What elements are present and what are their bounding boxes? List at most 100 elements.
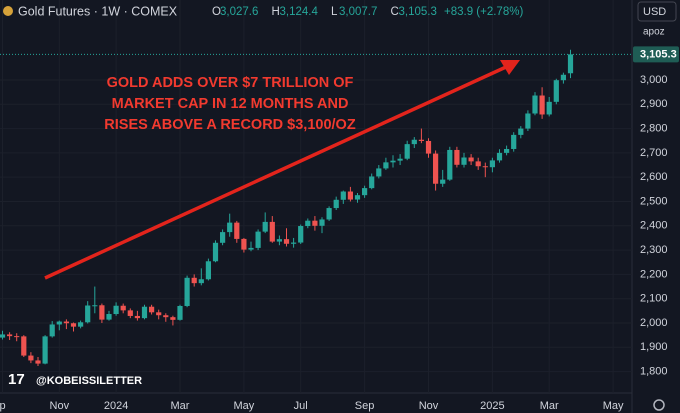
candle-body bbox=[489, 160, 495, 168]
candle-body bbox=[191, 277, 197, 284]
x-tick-label: 2025 bbox=[480, 400, 504, 412]
candle-body bbox=[14, 336, 20, 338]
candle-body bbox=[418, 139, 424, 141]
candle-body bbox=[567, 54, 574, 74]
candle-body bbox=[468, 157, 474, 162]
candle-body bbox=[333, 199, 339, 209]
candle-body bbox=[170, 317, 176, 320]
legend-change: +83.9 (+2.78%) bbox=[444, 6, 523, 18]
x-tick-label: Mar bbox=[540, 400, 559, 412]
arrow-head bbox=[500, 60, 520, 75]
candle-body bbox=[340, 191, 346, 200]
y-tick-label: 2,300 bbox=[640, 244, 668, 256]
candle-body bbox=[227, 222, 233, 233]
candle-body bbox=[99, 305, 105, 320]
candle-body bbox=[78, 322, 84, 327]
legend-key: C bbox=[391, 6, 399, 18]
candle-body bbox=[149, 306, 155, 313]
candle-body bbox=[369, 176, 375, 189]
grid bbox=[0, 0, 632, 393]
candle-body bbox=[56, 321, 62, 325]
candle-body bbox=[163, 315, 169, 318]
candle-body bbox=[518, 128, 524, 135]
annotation: RISES ABOVE A RECORD $3,100/OZ bbox=[104, 117, 356, 133]
candle-body bbox=[546, 101, 552, 115]
candle-body bbox=[298, 226, 304, 243]
legend-value: 3,027.6 bbox=[220, 6, 258, 18]
candle-body bbox=[220, 232, 226, 243]
x-tick-label: Mar bbox=[171, 400, 190, 412]
candle-body bbox=[354, 195, 361, 200]
candle-body bbox=[7, 334, 13, 337]
candle-body bbox=[560, 74, 566, 81]
candle-body bbox=[35, 360, 41, 364]
candle-body bbox=[141, 306, 148, 319]
currency[interactable]: USD bbox=[643, 6, 666, 18]
x-tick-label: p bbox=[0, 400, 6, 412]
candle-body bbox=[362, 188, 368, 196]
candle-body bbox=[262, 221, 268, 232]
candle-body bbox=[532, 95, 538, 114]
candle-body bbox=[113, 305, 119, 315]
logo: 17 bbox=[8, 371, 25, 388]
candle-body bbox=[475, 161, 481, 167]
candle-body bbox=[106, 314, 112, 320]
candle-body bbox=[28, 355, 34, 361]
candle-body bbox=[134, 315, 140, 319]
candle-body bbox=[276, 239, 282, 242]
candle-body bbox=[291, 242, 297, 244]
candle-body bbox=[539, 95, 545, 115]
candle-body bbox=[63, 321, 69, 324]
candle-body bbox=[347, 191, 353, 200]
y-tick-label: 1,800 bbox=[640, 366, 668, 378]
candle-body bbox=[390, 160, 396, 163]
y-tick-label: 2,000 bbox=[640, 317, 668, 329]
arrow bbox=[44, 65, 507, 280]
x-tick-label: May bbox=[234, 400, 255, 412]
x-tick-label: Sep bbox=[355, 400, 375, 412]
annotation: GOLD ADDS OVER $7 TRILLION OF bbox=[107, 75, 354, 91]
candle-body bbox=[553, 80, 559, 102]
x-tick-label: 2024 bbox=[104, 400, 128, 412]
candle-body bbox=[120, 305, 126, 311]
candle-body bbox=[212, 242, 219, 262]
candle-body bbox=[525, 113, 531, 129]
x-tick-label: May bbox=[603, 400, 624, 412]
candle-body bbox=[454, 149, 460, 165]
y-tick-label: 2,800 bbox=[640, 122, 668, 134]
candle-body bbox=[283, 239, 290, 244]
y-tick-label: 2,900 bbox=[640, 98, 668, 110]
y-tick-label: 2,500 bbox=[640, 195, 668, 207]
candle-body bbox=[312, 220, 318, 226]
legend-key: L bbox=[331, 6, 338, 18]
candle-body bbox=[305, 220, 311, 227]
y-tick-label: 2,400 bbox=[640, 220, 668, 232]
price-label-box bbox=[633, 46, 679, 63]
currency-button[interactable] bbox=[637, 1, 677, 22]
candle-body bbox=[461, 157, 467, 165]
candle-body bbox=[376, 168, 382, 177]
candle-body bbox=[383, 162, 389, 169]
candle-body bbox=[21, 336, 27, 356]
candle-body bbox=[440, 179, 446, 184]
candle-body bbox=[70, 323, 77, 327]
candle-body bbox=[177, 305, 183, 320]
x-tick-label: Jul bbox=[294, 400, 308, 412]
candle-body bbox=[504, 148, 510, 153]
candle-body bbox=[326, 208, 332, 220]
candle-body bbox=[234, 222, 240, 239]
candle-body bbox=[511, 134, 517, 149]
watermark: @KOBEISSILETTER bbox=[36, 375, 142, 387]
candle-body bbox=[198, 279, 204, 284]
settings-icon[interactable] bbox=[653, 399, 665, 411]
legend-key: O bbox=[212, 6, 221, 18]
candle-body bbox=[92, 305, 98, 307]
candle-body bbox=[425, 140, 432, 154]
candle-body bbox=[433, 153, 439, 184]
candle-body bbox=[255, 231, 261, 248]
candle-body bbox=[248, 247, 254, 250]
symbol-title[interactable]: Gold Futures · 1W · COMEX bbox=[18, 4, 178, 18]
unit-menu[interactable]: apoz bbox=[643, 27, 665, 38]
candle-body bbox=[205, 261, 211, 280]
